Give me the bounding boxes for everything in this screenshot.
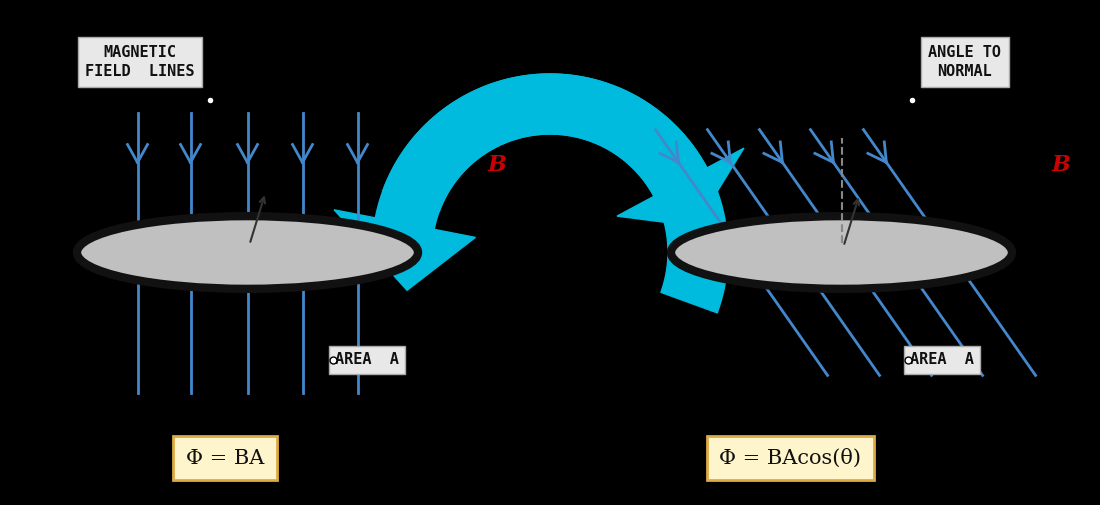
Text: MAGNETIC
FIELD  LINES: MAGNETIC FIELD LINES bbox=[86, 44, 195, 79]
Text: B: B bbox=[1052, 154, 1070, 176]
Text: B: B bbox=[488, 154, 507, 176]
Text: AREA  A: AREA A bbox=[910, 352, 974, 368]
Text: Φ = BAcos(θ): Φ = BAcos(θ) bbox=[719, 448, 861, 468]
Polygon shape bbox=[383, 74, 744, 226]
Polygon shape bbox=[334, 74, 728, 313]
Ellipse shape bbox=[671, 216, 1012, 289]
Text: ANGLE TO
NORMAL: ANGLE TO NORMAL bbox=[928, 44, 1001, 79]
Text: AREA  A: AREA A bbox=[336, 352, 399, 368]
Ellipse shape bbox=[77, 216, 418, 289]
Text: Φ = BA: Φ = BA bbox=[186, 448, 264, 468]
